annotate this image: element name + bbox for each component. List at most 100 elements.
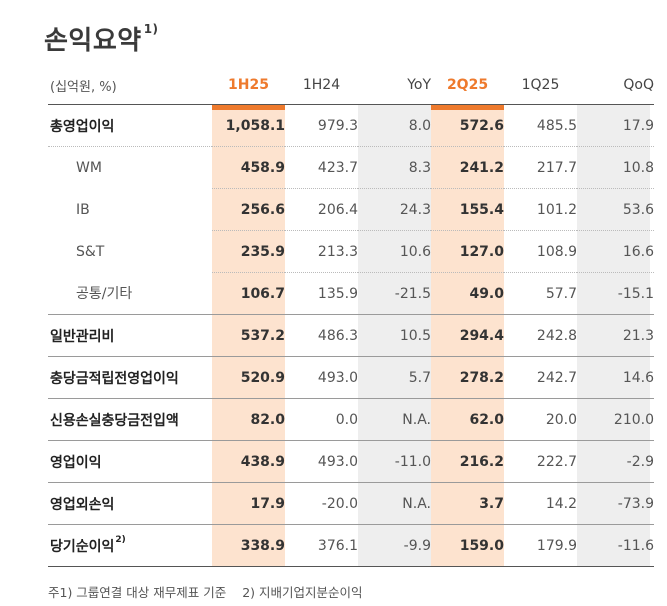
row-label: 당기순이익2) — [48, 524, 212, 567]
col-header-1q25: 1Q25 — [504, 66, 577, 105]
row-label-text: 공통/기타 — [76, 286, 133, 303]
row-label-text: 당기순이익 — [50, 538, 115, 555]
table-cell: N.A. — [358, 398, 431, 441]
table-cell: 10.8 — [577, 146, 654, 189]
footnotes: 주1) 그룹연결 대상 재무제표 기준 2) 지배기업지분순이익 — [48, 582, 363, 601]
row-label-text: IB — [76, 201, 90, 218]
table-cell: 242.7 — [504, 356, 577, 399]
table-cell: 493.0 — [285, 356, 358, 399]
table-row: 충당금적립전영업이익 520.9 493.0 5.7 278.2 242.7 14.6 — [48, 356, 654, 399]
table-cell: 493.0 — [285, 440, 358, 483]
row-label: 영업이익 — [48, 440, 212, 483]
table-cell: 179.9 — [504, 524, 577, 567]
table-cell: 423.7 — [285, 146, 358, 189]
table-cell: 0.0 — [285, 398, 358, 441]
table-cell: 213.3 — [285, 230, 358, 273]
title-footnote-marker: 1) — [143, 22, 159, 37]
table-row: 총영업이익 1,058.1 979.3 8.0 572.6 485.5 17.9 — [48, 104, 654, 147]
table-cell: 235.9 — [212, 230, 285, 273]
footnote-2: 2) 지배기업지분순이익 — [242, 585, 363, 600]
table-cell: 256.6 — [212, 188, 285, 231]
row-label-text: 일반관리비 — [50, 328, 115, 345]
row-label: 공통/기타 — [48, 273, 212, 315]
table-cell: 222.7 — [504, 440, 577, 483]
row-footnote-marker: 2) — [115, 534, 126, 545]
row-label-text: S&T — [76, 243, 105, 260]
table-cell: 8.3 — [358, 146, 431, 189]
row-label-text: 영업이익 — [50, 454, 102, 471]
table-cell: -11.0 — [358, 440, 431, 483]
table-cell: 127.0 — [431, 230, 504, 273]
table-cell: -21.5 — [358, 272, 431, 315]
table-cell: 458.9 — [212, 146, 285, 189]
row-label: 신용손실충당금전입액 — [48, 398, 212, 441]
table-cell: 537.2 — [212, 314, 285, 357]
table-cell: 21.3 — [577, 314, 654, 357]
table-cell: 159.0 — [431, 524, 504, 567]
footnote-1: 주1) 그룹연결 대상 재무제표 기준 — [48, 585, 227, 600]
table-cell: 62.0 — [431, 398, 504, 441]
table-cell: 10.5 — [358, 314, 431, 357]
table-cell: -20.0 — [285, 482, 358, 525]
table-cell: 242.8 — [504, 314, 577, 357]
table-header: (십억원, %) 1H25 1H24 YoY 2Q25 1Q25 QoQ — [48, 66, 654, 105]
table-cell: 217.7 — [504, 146, 577, 189]
table-row: IB 256.6 206.4 24.3 155.4 101.2 53.6 — [48, 188, 654, 231]
table-cell: 101.2 — [504, 188, 577, 231]
table-cell: 57.7 — [504, 272, 577, 315]
row-label-text: 충당금적립전영업이익 — [50, 370, 179, 387]
table-cell: 14.2 — [504, 482, 577, 525]
table-row: 공통/기타 106.7 135.9 -21.5 49.0 57.7 -15.1 — [48, 272, 654, 315]
row-label: 일반관리비 — [48, 314, 212, 357]
table-cell: 376.1 — [285, 524, 358, 567]
table-cell: 278.2 — [431, 356, 504, 399]
table-row: S&T 235.9 213.3 10.6 127.0 108.9 16.6 — [48, 230, 654, 273]
table-cell: 294.4 — [431, 314, 504, 357]
row-label: IB — [48, 189, 212, 231]
table-cell: 10.6 — [358, 230, 431, 273]
table-cell: 485.5 — [504, 104, 577, 147]
table-cell: 106.7 — [212, 272, 285, 315]
row-label: S&T — [48, 231, 212, 273]
row-label-text: 신용손실충당금전입액 — [50, 412, 179, 429]
table-cell: 155.4 — [431, 188, 504, 231]
table-cell: -2.9 — [577, 440, 654, 483]
table-cell: 210.0 — [577, 398, 654, 441]
table-cell: 438.9 — [212, 440, 285, 483]
table-cell: 572.6 — [431, 104, 504, 147]
col-header-2q25: 2Q25 — [431, 66, 504, 105]
table-cell: 8.0 — [358, 104, 431, 147]
table-cell: 979.3 — [285, 104, 358, 147]
col-header-qoq: QoQ — [577, 66, 654, 105]
table-cell: 486.3 — [285, 314, 358, 357]
col-header-yoy: YoY — [358, 66, 431, 105]
table-row: WM 458.9 423.7 8.3 241.2 217.7 10.8 — [48, 146, 654, 189]
table-cell: 16.6 — [577, 230, 654, 273]
table-row: 영업외손익 17.9 -20.0 N.A. 3.7 14.2 -73.9 — [48, 482, 654, 525]
table-cell: 49.0 — [431, 272, 504, 315]
table-cell: 241.2 — [431, 146, 504, 189]
table-cell: -73.9 — [577, 482, 654, 525]
income-summary-table: (십억원, %) 1H25 1H24 YoY 2Q25 1Q25 QoQ 총영업… — [48, 66, 654, 567]
unit-label: (십억원, %) — [48, 66, 212, 105]
table-cell: -15.1 — [577, 272, 654, 315]
row-label-text: WM — [76, 159, 102, 176]
table-cell: 82.0 — [212, 398, 285, 441]
table-cell: 17.9 — [577, 104, 654, 147]
table-cell: -9.9 — [358, 524, 431, 567]
col-header-1h24: 1H24 — [285, 66, 358, 105]
row-label: 총영업이익 — [48, 104, 212, 147]
row-label: WM — [48, 146, 212, 189]
table-cell: 520.9 — [212, 356, 285, 399]
table-cell: 14.6 — [577, 356, 654, 399]
table-cell: 206.4 — [285, 188, 358, 231]
table-cell: 5.7 — [358, 356, 431, 399]
table-row: 당기순이익2) 338.9 376.1 -9.9 159.0 179.9 -11.6 — [48, 524, 654, 567]
page-title: 손익요약 1) — [44, 22, 159, 56]
table-body: 총영업이익 1,058.1 979.3 8.0 572.6 485.5 17.9 WM 458.… — [48, 104, 654, 567]
table-row: 일반관리비 537.2 486.3 10.5 294.4 242.8 21.3 — [48, 314, 654, 357]
table-cell: 135.9 — [285, 272, 358, 315]
table-cell: 53.6 — [577, 188, 654, 231]
table-cell: 20.0 — [504, 398, 577, 441]
table-cell: 216.2 — [431, 440, 504, 483]
